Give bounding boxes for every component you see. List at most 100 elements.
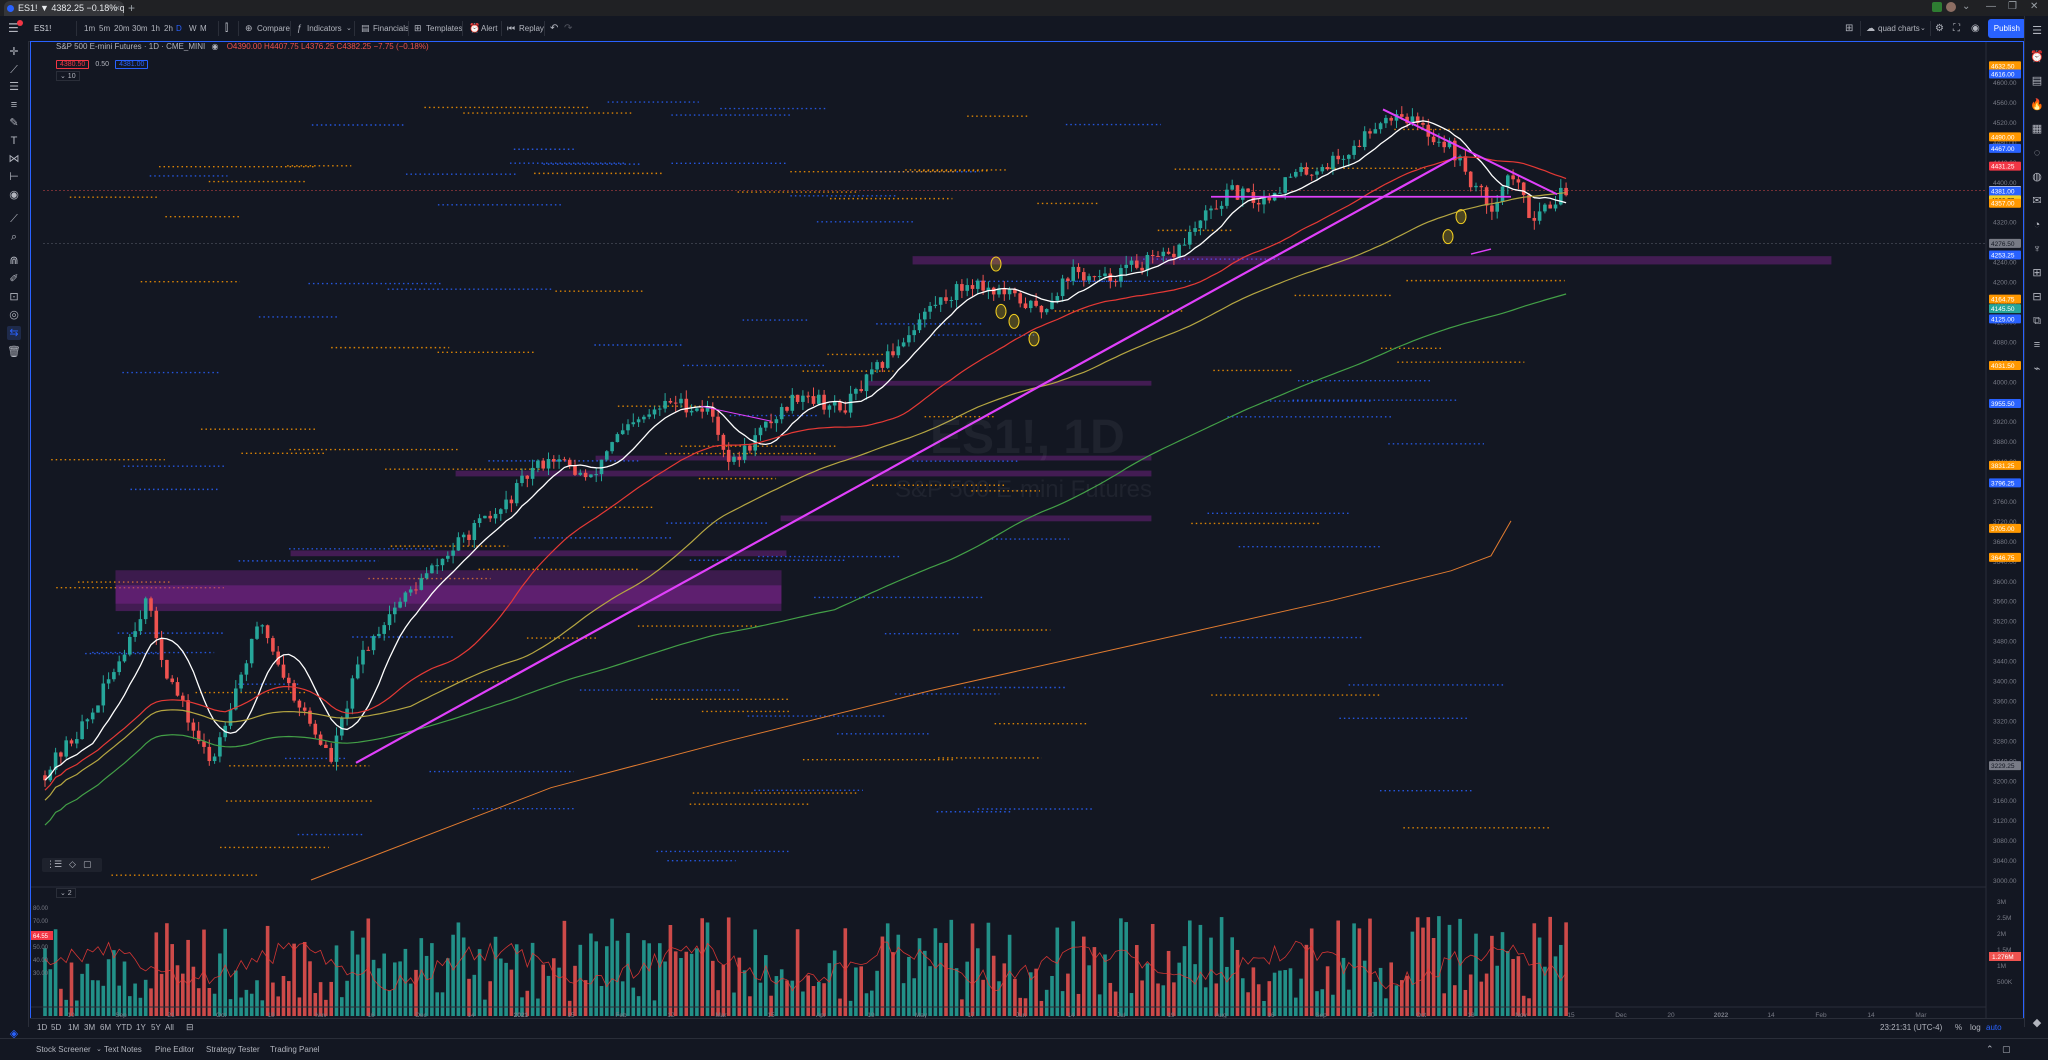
symbol-search-input[interactable]: ES1! [34,24,52,33]
layout-dropdown-icon[interactable]: ⌄ [1920,25,1926,32]
alert-clock-icon[interactable]: ⏰ [469,23,481,33]
auto-scale-toggle[interactable]: auto [1986,1023,2002,1032]
range-5y[interactable]: 5Y [151,1023,161,1032]
undo-icon[interactable]: ↶ [550,23,559,34]
data-window-icon[interactable]: ▤ [2031,75,2043,87]
trash-icon[interactable]: 🗑 [7,346,21,358]
streams-icon[interactable]: ◍ [2032,171,2042,183]
log-scale-toggle[interactable]: log [1970,1023,1981,1032]
ideas-icon[interactable]: ◌ [2033,147,2041,159]
magnet-icon[interactable]: ⋒ [9,255,19,267]
maximize-panel-icon[interactable]: ▢ [2002,1044,2011,1054]
replay-button[interactable]: Replay [519,24,544,33]
range-5d[interactable]: 5D [51,1023,62,1032]
menu-icon[interactable]: ☰ [8,21,19,35]
eraser-icon[interactable]: ◇ [69,859,76,869]
camera-icon[interactable]: ◉ [1971,23,1980,34]
layout-name[interactable]: quad charts [1878,24,1920,33]
volume-pane-badge[interactable]: ⌄ 2 [56,888,76,898]
settings-gear-icon[interactable]: ⚙ [1935,23,1944,34]
indicators-button[interactable]: Indicators [307,24,342,33]
fib-tool-icon[interactable]: ≡ [10,99,18,111]
interval-2h[interactable]: 2h [164,24,173,33]
tab-pine-editor[interactable]: Pine Editor [155,1045,195,1054]
interval-1m[interactable]: 1m [84,24,96,33]
range-1y[interactable]: 1Y [136,1023,146,1032]
text-tool-icon[interactable]: T [10,135,18,147]
maximize-button[interactable]: ❐ [2008,1,2017,12]
performance-icon[interactable]: ⌁ [2033,363,2041,375]
collapse-panel-icon[interactable]: ⌃ [1986,1044,1994,1054]
bid-price[interactable]: 4380.50 [56,60,90,69]
range-ytd[interactable]: YTD [116,1023,132,1032]
alert-button[interactable]: Alert [481,24,498,33]
horizontal-line-tool-icon[interactable]: ☰ [9,81,19,93]
screener-icon[interactable]: ≡ [2033,339,2041,351]
tab-trading-panel[interactable]: Trading Panel [270,1045,320,1054]
compare-icon[interactable]: ⊕ [245,23,253,33]
clock-readout[interactable]: 23:21:31 (UTC-4) [1880,1023,1943,1032]
browser-tab[interactable]: ES1! ▼ 4382.25 −0.18% qui... × [4,1,124,16]
range-1m[interactable]: 1M [68,1023,80,1032]
interval-1h[interactable]: 1h [151,24,160,33]
calendar-icon[interactable]: ▦ [2031,123,2043,135]
minimize-button[interactable]: — [1986,1,1996,12]
legend-collapse-button[interactable]: ⌄ 10 [56,71,80,81]
fullscreen-icon[interactable]: ⛶ [1953,23,1960,34]
rectangle-icon[interactable]: ▢ [83,859,92,869]
range-6m[interactable]: 6M [100,1023,112,1032]
templates-button[interactable]: Templates [426,24,463,33]
chart-pane[interactable]: 4600.004560.004520.004480.004440.004400.… [30,41,2024,1027]
interval-20m[interactable]: 20m [114,24,130,33]
drag-handle-icon[interactable]: ⋮ [46,859,55,869]
indicators-dropdown-icon[interactable]: ⌄ [346,25,352,32]
tab-close-icon[interactable]: × [114,3,120,13]
indicators-icon[interactable]: ƒ [297,23,303,33]
chats-icon[interactable]: ✉ [2032,195,2042,207]
line-style-icon[interactable]: ☰ [54,859,63,869]
interval-5m[interactable]: 5m [99,24,111,33]
tab-search-icon[interactable]: ⌄ [1962,1,1971,12]
interval-m[interactable]: M [200,24,207,33]
compare-button[interactable]: Compare [257,24,290,33]
profile-avatar[interactable] [1946,2,1956,12]
tab-strategy-tester[interactable]: Strategy Tester [206,1045,260,1054]
financials-icon[interactable]: ▤ [361,23,370,33]
percent-scale-toggle[interactable]: % [1955,1023,1963,1032]
financials-button[interactable]: Financials [373,24,410,33]
goto-date-icon[interactable]: ⊟ [186,1022,194,1032]
pattern-tool-icon[interactable]: ⋈ [8,153,20,165]
chart-type-icon[interactable]: ⫿ [225,23,229,34]
publish-button[interactable]: Publish [1987,19,2026,38]
dom-icon[interactable]: ⊟ [2032,291,2042,303]
alerts-icon[interactable]: ⏰ [2030,51,2044,63]
close-window-button[interactable]: ✕ [2030,1,2039,12]
layers-icon[interactable]: ◆ [2032,1017,2042,1029]
tab-text-notes[interactable]: Text Notes [104,1045,142,1054]
crosshair-icon[interactable]: ✛ [9,46,19,58]
range-all[interactable]: All [165,1023,174,1032]
layout-grid-icon[interactable]: ⊞ [1845,23,1854,34]
new-tab-button[interactable]: + [128,1,136,15]
watchlist-icon[interactable]: ☰ [2032,25,2042,37]
order-panel-icon[interactable]: ⊞ [2032,267,2042,279]
hotlists-icon[interactable]: 🔥 [2030,99,2044,111]
notifications-icon[interactable]: ◔ [2033,219,2041,231]
measure-tool-icon[interactable]: ⊢ [9,171,19,183]
trendline-tool-icon[interactable]: ⟋ [10,64,18,76]
lock-icon[interactable]: ⊡ [9,291,19,303]
stock-screener-dropdown-icon[interactable]: ⌄ [96,1046,102,1053]
account-icon[interactable]: ◈ [9,1028,19,1040]
interval-w[interactable]: W [189,24,197,33]
brush-tool-icon[interactable]: ✎ [9,117,19,129]
cloud-icon[interactable]: ☁ [1866,23,1875,33]
templates-icon[interactable]: ⊞ [414,23,422,33]
hide-drawings-icon[interactable]: ◎ [9,309,19,321]
sync-drawings-icon[interactable]: ⇆ [7,326,21,340]
legend-eye-icon[interactable]: ◉ [211,42,219,51]
replay-icon[interactable]: ⏮ [507,23,516,33]
zoom-icon[interactable]: ⌕ [10,231,18,243]
pine-icon[interactable]: ♆ [2032,243,2042,255]
legend-title[interactable]: S&P 500 E-mini Futures · 1D · CME_MINI [56,42,206,51]
range-1d[interactable]: 1D [37,1023,48,1032]
